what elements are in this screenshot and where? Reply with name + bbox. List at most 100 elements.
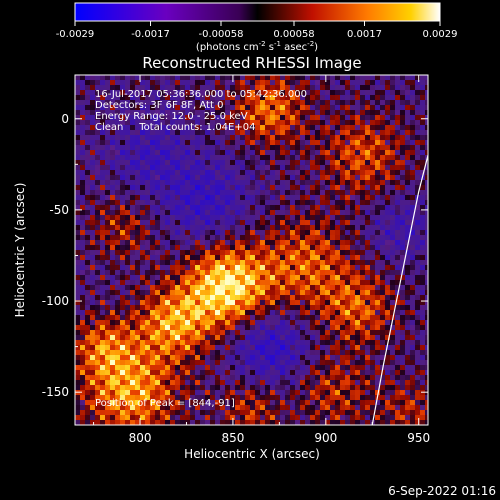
heatmap-cell (385, 385, 391, 391)
heatmap-cell (305, 110, 311, 116)
heatmap-cell (320, 195, 326, 201)
heatmap-cell (275, 320, 281, 326)
heatmap-cell (210, 390, 216, 396)
heatmap-cell (245, 155, 251, 161)
heatmap-cell (185, 110, 191, 116)
heatmap-cell (165, 275, 171, 281)
heatmap-cell (345, 355, 351, 361)
heatmap-cell (300, 195, 306, 201)
heatmap-cell (290, 185, 296, 191)
heatmap-cell (140, 240, 146, 246)
heatmap-cell (335, 395, 341, 401)
heatmap-cell (360, 235, 366, 241)
heatmap-cell (250, 275, 256, 281)
heatmap-cell (180, 85, 186, 91)
heatmap-cell (100, 240, 106, 246)
heatmap-cell (405, 360, 411, 366)
heatmap-cell (290, 100, 296, 106)
heatmap-cell (260, 165, 266, 171)
heatmap-cell (270, 90, 276, 96)
heatmap-cell (165, 75, 171, 81)
heatmap-cell (220, 415, 226, 421)
heatmap-cell (350, 390, 356, 396)
heatmap-cell (80, 75, 86, 81)
heatmap-cell (230, 170, 236, 176)
heatmap-cell (160, 290, 166, 296)
heatmap-cell (300, 230, 306, 236)
heatmap-cell (410, 125, 416, 131)
heatmap-cell (380, 260, 386, 266)
heatmap-cell (350, 100, 356, 106)
heatmap-cell (315, 420, 321, 425)
heatmap-cell (145, 180, 151, 186)
heatmap-cell (250, 305, 256, 311)
heatmap-cell (205, 120, 211, 126)
heatmap-cell (125, 390, 131, 396)
heatmap-cell (255, 180, 261, 186)
heatmap-cell (215, 210, 221, 216)
heatmap-cell (405, 280, 411, 286)
heatmap-cell (120, 265, 126, 271)
heatmap-cell (125, 345, 131, 351)
heatmap-cell (340, 350, 346, 356)
heatmap-cell (245, 95, 251, 101)
heatmap-cell (395, 95, 401, 101)
heatmap-cell (385, 410, 391, 416)
heatmap-cell (215, 255, 221, 261)
heatmap-cell (305, 210, 311, 216)
heatmap-cell (160, 320, 166, 326)
heatmap-cell (415, 265, 421, 271)
heatmap-cell (250, 100, 256, 106)
heatmap-cell (275, 145, 281, 151)
heatmap-cell (115, 250, 121, 256)
heatmap-cell (335, 405, 341, 411)
heatmap-cell (365, 110, 371, 116)
heatmap-cell (110, 220, 116, 226)
heatmap-cell (185, 95, 191, 101)
heatmap-cell (95, 205, 101, 211)
heatmap-cell (375, 320, 381, 326)
heatmap-cell (230, 395, 236, 401)
heatmap-cell (395, 365, 401, 371)
heatmap-cell (130, 300, 136, 306)
heatmap-cell (170, 300, 176, 306)
heatmap-cell (105, 110, 111, 116)
heatmap-cell (215, 310, 221, 316)
heatmap-cell (320, 270, 326, 276)
heatmap-cell (120, 255, 126, 261)
heatmap-cell (270, 245, 276, 251)
heatmap-cell (245, 245, 251, 251)
heatmap-cell (225, 270, 231, 276)
heatmap-cell (160, 395, 166, 401)
heatmap-cell (235, 395, 241, 401)
heatmap-cell (75, 275, 81, 281)
heatmap-cell (140, 250, 146, 256)
heatmap-cell (335, 375, 341, 381)
heatmap-cell (180, 420, 186, 425)
heatmap-cell (300, 235, 306, 241)
heatmap-cell (265, 200, 271, 206)
heatmap-cell (180, 240, 186, 246)
heatmap-cell (295, 135, 301, 141)
heatmap-cell (420, 125, 426, 131)
heatmap-cell (145, 240, 151, 246)
heatmap-cell (210, 185, 216, 191)
heatmap-cell (135, 210, 141, 216)
heatmap-cell (295, 110, 301, 116)
heatmap-cell (295, 365, 301, 371)
heatmap-cell (135, 260, 141, 266)
heatmap-cell (415, 315, 421, 321)
heatmap-cell (415, 240, 421, 246)
heatmap-cell (240, 80, 246, 86)
heatmap-cell (265, 405, 271, 411)
heatmap-cell (270, 180, 276, 186)
heatmap-cell (115, 80, 121, 86)
heatmap-cell (75, 310, 81, 316)
heatmap-cell (320, 285, 326, 291)
heatmap-cell (310, 310, 316, 316)
heatmap-cell (190, 135, 196, 141)
heatmap-cell (175, 220, 181, 226)
heatmap-cell (355, 210, 361, 216)
heatmap-cell (105, 125, 111, 131)
heatmap-cell (275, 375, 281, 381)
